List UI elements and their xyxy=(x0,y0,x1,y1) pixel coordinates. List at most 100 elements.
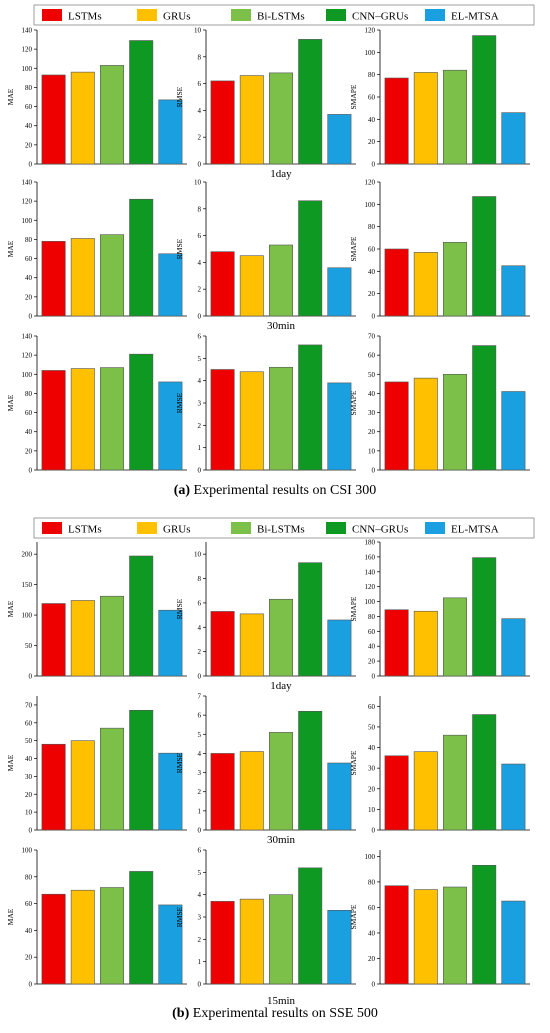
bar-grus xyxy=(413,252,438,317)
bar-el-mtsa xyxy=(501,900,526,985)
y-tick-label: 2 xyxy=(198,788,202,796)
panel-caption: (a) Experimental results on CSI 300 xyxy=(174,483,377,498)
bar-lstms xyxy=(384,885,409,985)
bar-grus xyxy=(70,71,95,165)
y-tick-label: 2 xyxy=(198,936,202,944)
bar-grus xyxy=(239,613,264,677)
bar-grus xyxy=(70,740,95,831)
y-tick-label: 0 xyxy=(372,827,376,835)
row-label-15min: 15min xyxy=(267,995,296,1007)
y-tick-label: 80 xyxy=(368,71,376,79)
legend-label-1: LSTMs xyxy=(68,524,102,536)
y-tick-label: 1 xyxy=(198,807,202,815)
bar-el-mtsa xyxy=(501,391,526,471)
y-axis-label: RMSE xyxy=(175,238,184,259)
y-tick-label: 40 xyxy=(25,274,33,282)
bar-bi-lstms xyxy=(269,366,293,471)
bar-bi-lstms xyxy=(443,597,467,677)
y-tick-label: 60 xyxy=(25,719,33,727)
y-tick-label: 6 xyxy=(198,232,202,240)
bar-lstms xyxy=(384,77,409,165)
y-tick-label: 60 xyxy=(25,103,33,111)
bar-lstms xyxy=(41,74,66,165)
y-tick-label: 70 xyxy=(368,333,376,341)
y-tick-label: 80 xyxy=(25,236,33,244)
y-tick-label: 10 xyxy=(194,27,202,35)
y-tick-label: 60 xyxy=(368,703,376,711)
y-tick-label: 120 xyxy=(22,198,33,206)
bar-el-mtsa xyxy=(327,909,352,985)
y-tick-label: 120 xyxy=(22,352,33,360)
bar-bi-lstms xyxy=(269,894,293,985)
y-tick-label: 30 xyxy=(25,773,33,781)
bar-cnn-grus xyxy=(129,40,154,165)
y-tick-label: 100 xyxy=(365,201,376,209)
legend-swatch-5 xyxy=(425,9,445,21)
bar-grus xyxy=(239,255,264,317)
y-tick-label: 0 xyxy=(372,161,376,169)
bar-lstms xyxy=(41,893,66,985)
legend-label-4: CNN–GRUs xyxy=(352,524,408,536)
bar-grus xyxy=(70,889,95,985)
y-tick-label: 50 xyxy=(25,642,33,650)
y-tick-label: 4 xyxy=(198,377,202,385)
bar-bi-lstms xyxy=(100,595,124,677)
bar-el-mtsa xyxy=(327,762,352,831)
legend-label-5: EL-MTSA xyxy=(451,524,499,536)
y-tick-label: 5 xyxy=(198,355,202,363)
y-tick-label: 0 xyxy=(372,981,376,989)
bar-el-mtsa xyxy=(327,619,352,677)
subplot-b-15min-mae: 0 20 40 60 80 100 MAE xyxy=(6,847,187,989)
bar-lstms xyxy=(384,381,409,471)
y-tick-label: 100 xyxy=(22,217,33,225)
y-axis-label: RMSE xyxy=(175,598,184,619)
subplot-a-15min-rmse: 0 1 2 3 4 5 6 RMSE xyxy=(175,333,356,475)
y-axis-label: SMAPE xyxy=(349,596,358,621)
y-tick-label: 6 xyxy=(198,333,202,341)
y-tick-label: 10 xyxy=(194,551,202,559)
bar-lstms xyxy=(210,251,235,317)
y-axis-label: MAE xyxy=(6,754,15,771)
y-tick-label: 80 xyxy=(368,878,376,886)
y-tick-label: 20 xyxy=(368,290,376,298)
bar-lstms xyxy=(210,901,235,985)
y-tick-label: 140 xyxy=(22,333,33,341)
bar-el-mtsa xyxy=(501,618,526,677)
subplot-a-15min-mae: 0 20 40 60 80 100 120 140 MAE xyxy=(6,333,187,475)
bar-bi-lstms xyxy=(443,734,467,831)
legend-box xyxy=(33,4,535,26)
y-tick-label: 2 xyxy=(198,134,202,142)
bar-lstms xyxy=(41,370,66,471)
y-tick-label: 200 xyxy=(22,551,33,559)
legend-label-2: GRUs xyxy=(163,524,191,536)
y-tick-label: 20 xyxy=(25,293,33,301)
y-tick-label: 40 xyxy=(368,116,376,124)
y-tick-label: 80 xyxy=(25,873,33,881)
panel-b: LSTMs GRUs Bi-LSTMs CNN–GRUs EL-MTSA05010015… xyxy=(6,517,535,1021)
bar-bi-lstms xyxy=(443,886,467,985)
y-axis-label: MAE xyxy=(6,394,15,411)
bar-bi-lstms xyxy=(100,367,124,471)
y-tick-label: 100 xyxy=(365,853,376,861)
y-tick-label: 100 xyxy=(22,612,33,620)
y-tick-label: 60 xyxy=(368,246,376,254)
bar-cnn-grus xyxy=(472,714,497,831)
y-tick-label: 1 xyxy=(198,958,202,966)
y-tick-label: 40 xyxy=(25,122,33,130)
row-label-1day: 1day xyxy=(270,680,292,692)
y-axis-label: SMAPE xyxy=(349,904,358,929)
legend-swatch-2 xyxy=(137,9,157,21)
y-tick-label: 10 xyxy=(368,447,376,455)
y-axis-label: RMSE xyxy=(175,752,184,773)
y-tick-label: 20 xyxy=(368,428,376,436)
y-tick-label: 60 xyxy=(368,628,376,636)
y-tick-label: 20 xyxy=(25,141,33,149)
bar-el-mtsa xyxy=(327,382,352,471)
bar-el-mtsa xyxy=(327,114,352,165)
y-tick-label: 120 xyxy=(365,27,376,35)
bar-el-mtsa xyxy=(158,253,183,317)
subplot-b-15min-rmse: 0 1 2 3 4 5 6 RMSE xyxy=(175,847,356,989)
y-tick-label: 60 xyxy=(25,409,33,417)
legend-label-5: EL-MTSA xyxy=(451,11,499,23)
